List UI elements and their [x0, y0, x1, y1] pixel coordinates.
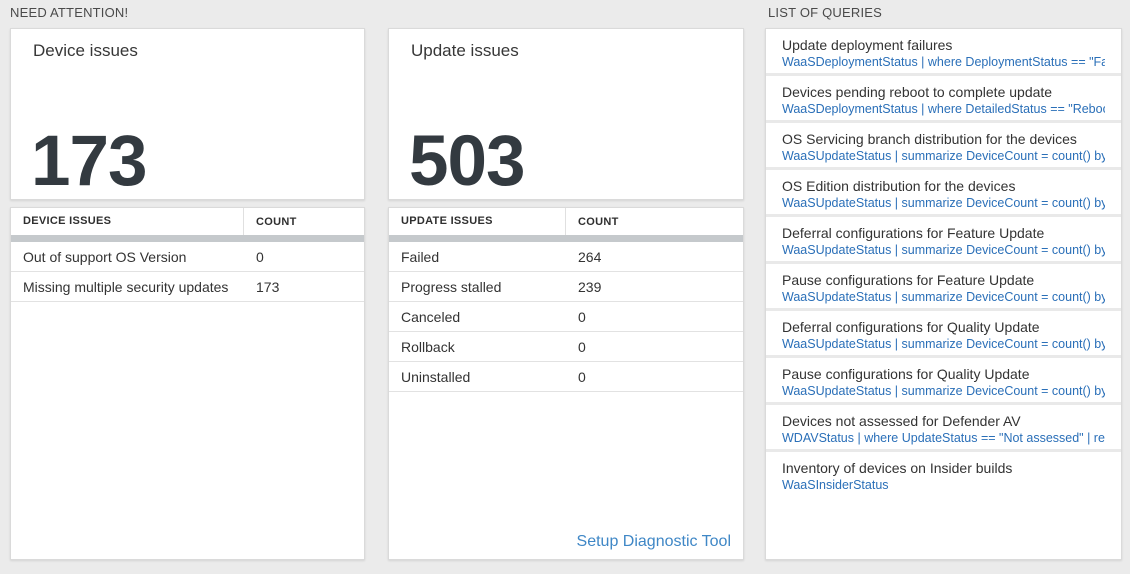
table-row[interactable]: Progress stalled 239: [389, 272, 743, 302]
query-title: Update deployment failures: [782, 37, 953, 53]
query-code-link[interactable]: WaaSDeploymentStatus | where DetailedSta…: [782, 102, 1105, 116]
column-header-count[interactable]: COUNT: [578, 215, 619, 228]
update-issues-count: 503: [409, 122, 525, 201]
issue-name: Missing multiple security updates: [23, 278, 229, 295]
query-title: Devices pending reboot to complete updat…: [782, 84, 1053, 100]
query-code-link[interactable]: WaaSUpdateStatus | summarize DeviceCount…: [782, 290, 1105, 304]
column-header-device-issues[interactable]: DEVICE ISSUES: [11, 208, 244, 235]
query-code-link[interactable]: WDAVStatus | where UpdateStatus == "Not …: [782, 431, 1105, 445]
issue-name: Canceled: [401, 308, 461, 325]
query-title: Inventory of devices on Insider builds: [782, 460, 1013, 476]
query-item-update-deployment-failures[interactable]: Update deployment failures WaaSDeploymen…: [766, 29, 1121, 76]
issue-count: 264: [578, 248, 602, 265]
table-row[interactable]: Out of support OS Version 0: [11, 242, 364, 272]
issue-count: 0: [578, 368, 586, 385]
query-code-link[interactable]: WaaSUpdateStatus | summarize DeviceCount…: [782, 243, 1105, 257]
setup-diagnostic-tool-link[interactable]: Setup Diagnostic Tool: [576, 533, 731, 550]
table-row[interactable]: Uninstalled 0: [389, 362, 743, 392]
list-of-queries-header: LIST OF QUERIES: [768, 5, 883, 20]
query-item-devices-pending-reboot[interactable]: Devices pending reboot to complete updat…: [766, 76, 1121, 123]
query-title: Devices not assessed for Defender AV: [782, 413, 1021, 429]
query-title: Pause configurations for Quality Update: [782, 366, 1030, 382]
query-list-card: Update deployment failures WaaSDeploymen…: [765, 28, 1122, 560]
query-code-link[interactable]: WaaSUpdateStatus | summarize DeviceCount…: [782, 196, 1105, 210]
query-code-link[interactable]: WaaSUpdateStatus | summarize DeviceCount…: [782, 149, 1105, 163]
query-item-pause-quality-update[interactable]: Pause configurations for Quality Update …: [766, 358, 1121, 405]
issue-count: 0: [578, 338, 586, 355]
issue-count: 239: [578, 278, 602, 295]
header-separator-bar: [389, 235, 743, 242]
issue-count: 0: [578, 308, 586, 325]
query-code-link[interactable]: WaaSUpdateStatus | summarize DeviceCount…: [782, 337, 1105, 351]
issue-count: 0: [256, 248, 264, 265]
query-item-os-edition-distribution[interactable]: OS Edition distribution for the devices …: [766, 170, 1121, 217]
query-item-insider-builds-inventory[interactable]: Inventory of devices on Insider builds W…: [766, 452, 1121, 499]
issue-name: Rollback: [401, 338, 455, 355]
query-title: OS Servicing branch distribution for the…: [782, 131, 1077, 147]
query-title: OS Edition distribution for the devices: [782, 178, 1016, 194]
query-item-os-servicing-branch[interactable]: OS Servicing branch distribution for the…: [766, 123, 1121, 170]
device-issues-count: 173: [31, 122, 147, 201]
issue-name: Uninstalled: [401, 368, 471, 385]
query-item-deferral-feature-update[interactable]: Deferral configurations for Feature Upda…: [766, 217, 1121, 264]
need-attention-header: NEED ATTENTION!: [10, 5, 129, 20]
update-issues-table: UPDATE ISSUES COUNT Failed 264 Progress …: [388, 207, 744, 560]
query-item-defender-av-not-assessed[interactable]: Devices not assessed for Defender AV WDA…: [766, 405, 1121, 452]
header-separator-bar: [11, 235, 364, 242]
query-code-link[interactable]: WaaSUpdateStatus | summarize DeviceCount…: [782, 384, 1105, 398]
query-title: Deferral configurations for Quality Upda…: [782, 319, 1040, 335]
issue-name: Progress stalled: [401, 278, 502, 295]
table-header-row: UPDATE ISSUES COUNT: [389, 208, 743, 235]
table-row[interactable]: Missing multiple security updates 173: [11, 272, 364, 302]
column-header-count[interactable]: COUNT: [256, 215, 297, 228]
query-item-pause-feature-update[interactable]: Pause configurations for Feature Update …: [766, 264, 1121, 311]
issue-name: Failed: [401, 248, 440, 265]
device-issues-table: DEVICE ISSUES COUNT Out of support OS Ve…: [10, 207, 365, 560]
table-row[interactable]: Canceled 0: [389, 302, 743, 332]
table-row[interactable]: Rollback 0: [389, 332, 743, 362]
query-title: Deferral configurations for Feature Upda…: [782, 225, 1045, 241]
device-issues-tile[interactable]: Device issues 173: [10, 28, 365, 200]
update-issues-tile[interactable]: Update issues 503: [388, 28, 744, 200]
column-header-update-issues[interactable]: UPDATE ISSUES: [389, 208, 566, 235]
device-issues-title: Device issues: [33, 41, 138, 60]
table-header-row: DEVICE ISSUES COUNT: [11, 208, 364, 235]
table-row[interactable]: Failed 264: [389, 242, 743, 272]
query-title: Pause configurations for Feature Update: [782, 272, 1035, 288]
query-item-deferral-quality-update[interactable]: Deferral configurations for Quality Upda…: [766, 311, 1121, 358]
query-code-link[interactable]: WaaSInsiderStatus: [782, 478, 889, 492]
issue-count: 173: [256, 278, 280, 295]
update-issues-title: Update issues: [411, 41, 519, 60]
issue-name: Out of support OS Version: [23, 248, 187, 265]
query-code-link[interactable]: WaaSDeploymentStatus | where DeploymentS…: [782, 55, 1105, 69]
